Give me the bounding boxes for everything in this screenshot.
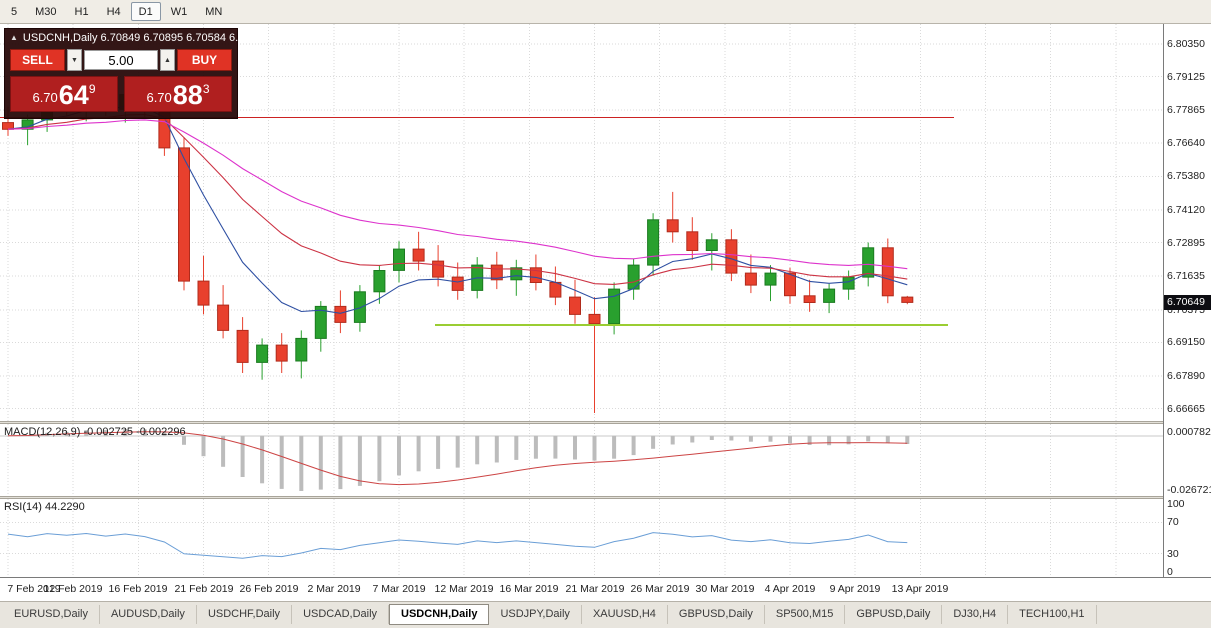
chart-tab-usdcad-daily[interactable]: USDCAD,Daily xyxy=(292,605,390,624)
trade-controls-row: SELL ▼ ▲ BUY xyxy=(5,46,237,74)
sell-price-sup: 9 xyxy=(88,82,96,96)
sell-price-big: 64 xyxy=(58,80,89,110)
price-axis-label: 6.66665 xyxy=(1167,403,1205,415)
chart-tab-gbpusd-daily[interactable]: GBPUSD,Daily xyxy=(668,605,765,624)
date-axis-label: 9 Apr 2019 xyxy=(829,583,881,595)
timeframe-button-m30[interactable]: M30 xyxy=(35,6,57,18)
chevron-down-icon: ▼ xyxy=(71,56,78,64)
price-axis-label: 6.71635 xyxy=(1167,270,1205,282)
sell-price-prefix: 6.70 xyxy=(32,90,58,105)
price-axis-label: 6.72895 xyxy=(1167,237,1205,249)
timeframe-button-h1[interactable]: H1 xyxy=(74,6,89,18)
rsi-axis-label: 30 xyxy=(1167,548,1179,560)
price-axis[interactable]: 6.70649 6.80350 6.79125 6.77865 6.76640 6.75… xyxy=(1163,24,1211,578)
sell-button[interactable]: SELL xyxy=(10,49,65,71)
chart-tab-audusd-daily[interactable]: AUDUSD,Daily xyxy=(100,605,197,624)
date-axis[interactable]: 7 Feb 2019 12 Feb 2019 16 Feb 2019 21 Feb 2… xyxy=(0,577,1211,601)
volume-input[interactable] xyxy=(84,50,158,70)
date-axis-label: 21 Mar 2019 xyxy=(565,583,625,595)
volume-spin-up-button[interactable]: ▲ xyxy=(160,49,175,71)
price-axis-label: 6.76640 xyxy=(1167,137,1205,149)
buy-price-big: 88 xyxy=(172,80,203,110)
rsi-panel-canvas[interactable] xyxy=(0,499,1163,577)
chart-tab-usdcnh-daily[interactable]: USDCNH,Daily xyxy=(389,604,490,625)
chart-tab-bar: EURUSD,Daily AUDUSD,Daily USDCHF,Daily USDC… xyxy=(0,601,1211,628)
chart-tab-sp500-m15[interactable]: SP500,M15 xyxy=(765,605,846,624)
date-axis-label: 4 Apr 2019 xyxy=(764,583,816,595)
panel-splitter[interactable] xyxy=(0,421,1163,424)
buy-price-prefix: 6.70 xyxy=(146,90,172,105)
rsi-axis-label: 0 xyxy=(1167,566,1173,578)
macd-panel-canvas[interactable] xyxy=(0,424,1163,496)
timeframe-button-h4[interactable]: H4 xyxy=(106,6,121,18)
trade-prices-row: 6.70 64 9 6.70 88 3 xyxy=(5,74,237,118)
current-price-badge: 6.70649 xyxy=(1164,295,1211,310)
price-axis-label: 6.67890 xyxy=(1167,370,1205,382)
buy-price-display[interactable]: 6.70 88 3 xyxy=(124,76,232,112)
buy-button[interactable]: BUY xyxy=(177,49,232,71)
chart-tab-usdchf-daily[interactable]: USDCHF,Daily xyxy=(197,605,293,624)
panel-splitter[interactable] xyxy=(0,496,1163,499)
chart-tab-tech100-h1[interactable]: TECH100,H1 xyxy=(1008,605,1097,624)
chart-tab-usdjpy-daily[interactable]: USDJPY,Daily xyxy=(489,605,582,624)
timeframe-button-mn[interactable]: MN xyxy=(205,6,223,18)
rsi-axis-label: 70 xyxy=(1167,516,1179,528)
collapse-panel-icon[interactable]: ▲ xyxy=(10,33,18,42)
date-axis-label: 7 Mar 2019 xyxy=(372,583,426,595)
macd-indicator-label: MACD(12,26,9) -0.002725 -0.002296 xyxy=(4,426,186,438)
macd-axis-label: 0.000782 xyxy=(1167,426,1211,438)
price-axis-label: 6.69150 xyxy=(1167,336,1205,348)
date-axis-label: 2 Mar 2019 xyxy=(307,583,361,595)
date-axis-label: 12 Feb 2019 xyxy=(43,583,103,595)
date-axis-label: 12 Mar 2019 xyxy=(434,583,494,595)
symbol-ohlc-label: USDCNH,Daily 6.70849 6.70895 6.70584 6.7… xyxy=(22,31,269,44)
price-axis-label: 6.79125 xyxy=(1167,71,1205,83)
date-axis-label: 30 Mar 2019 xyxy=(695,583,755,595)
rsi-indicator-label: RSI(14) 44.2290 xyxy=(4,501,85,513)
price-axis-label: 6.75380 xyxy=(1167,170,1205,182)
macd-axis-label: -0.026721 xyxy=(1167,484,1211,496)
timeframe-button-w1[interactable]: W1 xyxy=(170,6,188,18)
chart-tab-dj30-h4[interactable]: DJ30,H4 xyxy=(942,605,1009,624)
date-axis-label: 21 Feb 2019 xyxy=(174,583,234,595)
date-axis-label: 16 Feb 2019 xyxy=(108,583,168,595)
rsi-axis-label: 100 xyxy=(1167,498,1185,510)
timeframe-button-d1[interactable]: D1 xyxy=(130,2,161,21)
sell-price-display[interactable]: 6.70 64 9 xyxy=(10,76,118,112)
date-axis-label: 26 Feb 2019 xyxy=(239,583,299,595)
price-axis-label: 6.74120 xyxy=(1167,204,1205,216)
chart-tab-gbpusd-daily[interactable]: GBPUSD,Daily xyxy=(845,605,943,624)
chevron-up-icon: ▲ xyxy=(164,56,171,64)
volume-dropdown-button[interactable]: ▼ xyxy=(67,49,82,71)
buy-price-sup: 3 xyxy=(202,82,210,96)
chart-tab-eurusd-daily[interactable]: EURUSD,Daily xyxy=(3,605,100,624)
one-click-trading-panel: ▲ USDCNH,Daily 6.70849 6.70895 6.70584 6… xyxy=(4,28,269,119)
timeframe-toolbar: 5 M30 H1 H4 D1 W1 MN xyxy=(0,0,1211,24)
timeframe-button-5[interactable]: 5 xyxy=(11,6,18,18)
price-axis-label: 6.77865 xyxy=(1167,104,1205,116)
date-axis-label: 13 Apr 2019 xyxy=(891,583,949,595)
price-axis-label: 6.80350 xyxy=(1167,38,1205,50)
chart-tab-xauusd-h4[interactable]: XAUUSD,H4 xyxy=(582,605,668,624)
date-axis-label: 26 Mar 2019 xyxy=(630,583,690,595)
date-axis-label: 16 Mar 2019 xyxy=(499,583,559,595)
date-axis-label: 7 Feb 2019 xyxy=(7,583,61,595)
trade-panel-header: ▲ USDCNH,Daily 6.70849 6.70895 6.70584 6… xyxy=(5,29,269,46)
